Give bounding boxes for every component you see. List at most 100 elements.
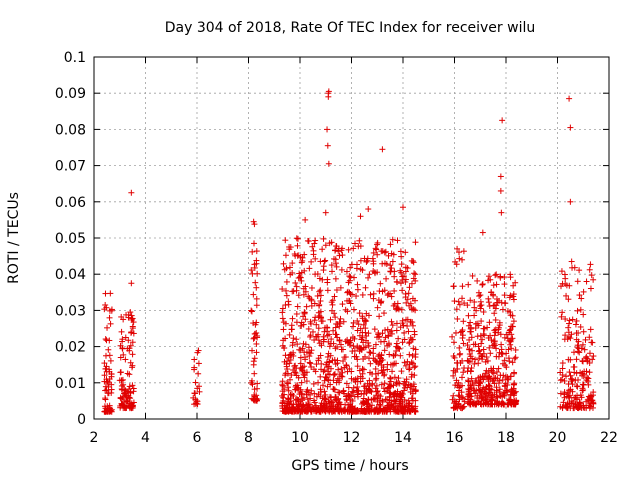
data-point: [402, 249, 409, 256]
data-point: [320, 338, 327, 345]
data-point: [326, 240, 333, 247]
data-point: [340, 388, 347, 395]
data-point: [310, 247, 317, 254]
data-point: [254, 270, 261, 277]
data-point: [452, 329, 459, 336]
data-point: [402, 268, 409, 275]
data-point: [319, 246, 326, 253]
data-point: [126, 371, 133, 378]
data-point: [459, 328, 466, 335]
data-point: [328, 307, 335, 314]
data-point: [590, 353, 597, 360]
data-point: [584, 396, 591, 403]
data-point: [512, 354, 519, 361]
data-point: [558, 313, 565, 320]
data-point: [468, 334, 475, 341]
data-point: [253, 260, 260, 267]
data-point: [475, 382, 482, 389]
data-point: [459, 332, 466, 339]
data-point: [354, 343, 361, 350]
data-point: [312, 255, 319, 262]
data-point: [490, 302, 497, 309]
data-point: [510, 401, 517, 408]
data-point: [408, 280, 415, 287]
data-point: [321, 258, 328, 265]
data-point: [566, 320, 573, 327]
data-point: [128, 280, 135, 287]
data-point: [380, 310, 387, 317]
data-point: [495, 365, 502, 372]
data-point: [390, 352, 397, 359]
x-tick-label: 20: [549, 430, 567, 446]
data-point: [282, 335, 289, 342]
y-tick-label: 0.07: [55, 159, 86, 175]
data-point: [367, 360, 374, 367]
data-point: [313, 321, 320, 328]
data-point: [507, 274, 514, 281]
data-point: [363, 258, 370, 265]
data-point: [387, 374, 394, 381]
data-point: [402, 290, 409, 297]
data-point: [354, 391, 361, 398]
data-point: [399, 317, 406, 324]
data-point: [253, 340, 260, 347]
data-point: [464, 342, 471, 349]
data-point: [590, 276, 597, 283]
data-point: [588, 339, 595, 346]
data-point: [309, 328, 316, 335]
data-point: [590, 392, 597, 399]
data-point: [373, 388, 380, 395]
data-point: [366, 349, 373, 356]
x-tick-labels: 2 4 6 8 10 12 14 16 18 20 22: [90, 430, 618, 446]
data-point: [288, 372, 295, 379]
data-point: [346, 338, 353, 345]
data-point: [387, 408, 394, 415]
data-point: [456, 301, 463, 308]
data-point: [298, 277, 305, 284]
data-point: [493, 369, 500, 376]
data-point: [340, 358, 347, 365]
data-point: [511, 370, 518, 377]
data-point: [408, 304, 415, 311]
data-point: [356, 332, 363, 339]
data-point: [398, 368, 405, 375]
data-point: [492, 305, 499, 312]
data-point: [376, 401, 383, 408]
data-point: [370, 350, 377, 357]
data-point: [368, 402, 375, 409]
data-point: [476, 293, 483, 300]
data-point: [477, 376, 484, 383]
data-point: [478, 318, 485, 325]
data-point: [130, 319, 137, 326]
data-point: [504, 375, 511, 382]
data-point: [338, 365, 345, 372]
data-point: [452, 404, 459, 411]
data-point: [589, 356, 596, 363]
data-point: [562, 315, 569, 322]
data-point: [252, 279, 259, 286]
data-point: [383, 275, 390, 282]
data-point: [351, 353, 358, 360]
data-point: [299, 397, 306, 404]
data-point: [577, 306, 584, 313]
data-point: [491, 327, 498, 334]
data-point: [486, 344, 493, 351]
data-point: [321, 377, 328, 384]
data-point: [307, 395, 314, 402]
data-point: [490, 282, 497, 289]
data-point: [342, 354, 349, 361]
data-point: [557, 283, 564, 290]
data-point: [508, 345, 515, 352]
data-point: [387, 241, 394, 248]
data-point: [505, 355, 512, 362]
data-point: [129, 404, 136, 411]
data-point: [324, 126, 331, 133]
data-point: [387, 375, 394, 382]
data-point: [493, 271, 500, 278]
data-point: [495, 329, 502, 336]
data-point: [587, 326, 594, 333]
data-point: [398, 394, 405, 401]
data-point: [460, 318, 467, 325]
data-point: [395, 375, 402, 382]
data-point: [367, 349, 374, 356]
